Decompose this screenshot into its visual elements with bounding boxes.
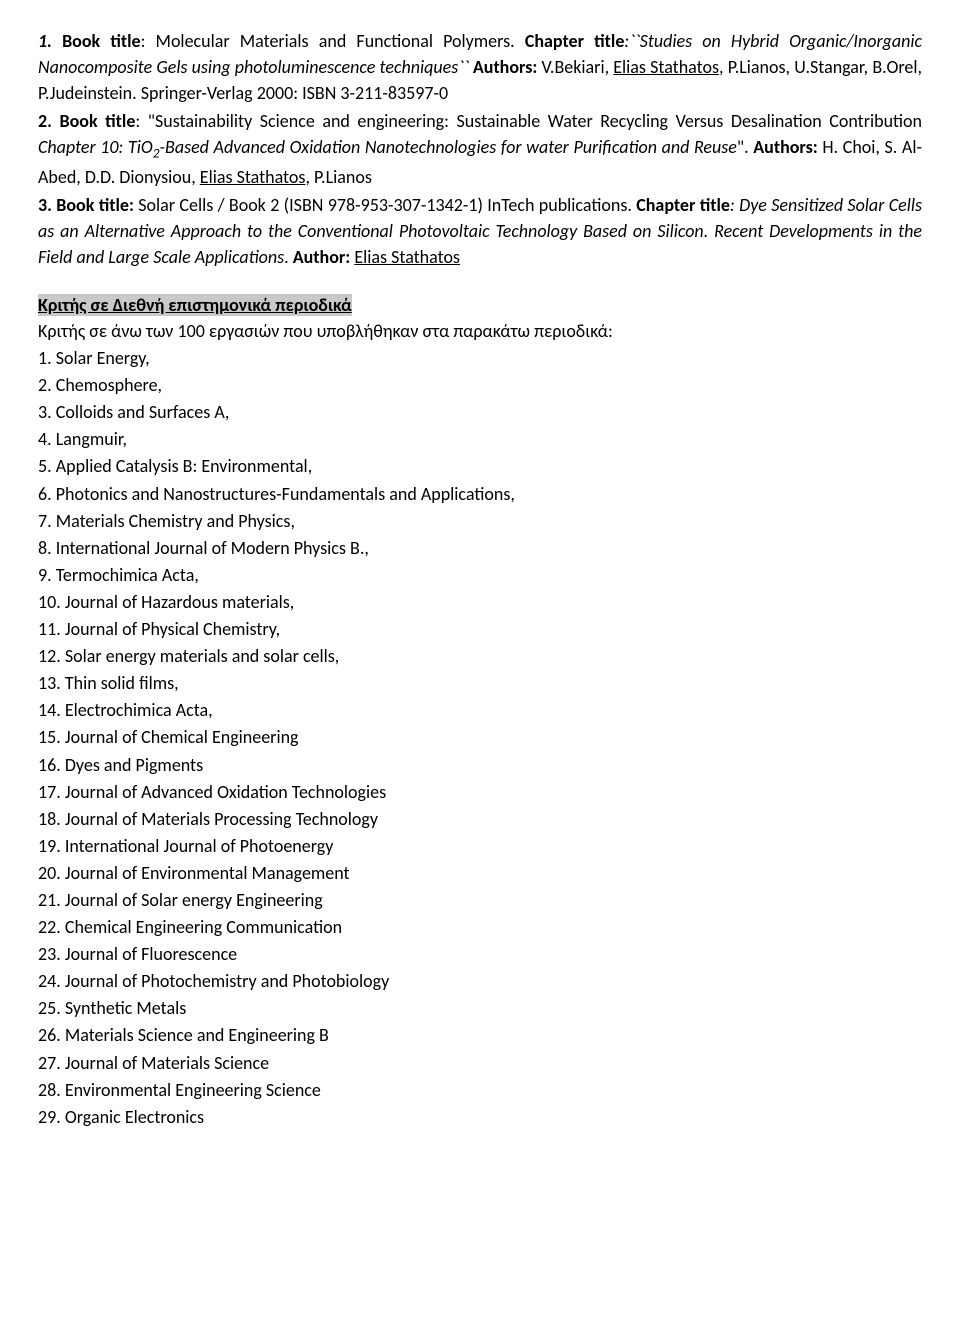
book-title-value: : "Sustainability Science and engineerin… [135,110,922,132]
authors-label: Authors: [473,56,537,78]
book-title-value: : Molecular Materials and Functional Pol… [141,30,525,52]
authors-highlighted: Elias Stathatos [200,166,306,188]
book-entry-2: 2. Book title: "Sustainability Science a… [38,108,922,189]
book-title-value: Solar Cells / Book 2 (ISBN 978-953-307-1… [134,194,636,216]
authors-label: Authors: [753,136,817,158]
plain-sep: . [284,246,293,268]
book-title-label: Book title [60,110,136,132]
book-title-label: Book title [62,30,141,52]
journal-item: 14. Electrochimica Acta, [38,697,922,723]
journal-item: 29. Organic Electronics [38,1104,922,1130]
plain-sep: ". [737,136,753,158]
authors-before: V.Bekiari, [537,56,613,78]
journal-item: 20. Journal of Environmental Management [38,860,922,886]
entry-number: 1. [38,30,52,52]
authors-highlighted: Elias Stathatos [354,246,460,268]
journal-item: 2. Chemosphere, [38,372,922,398]
journal-list: 1. Solar Energy,2. Chemosphere,3. Colloi… [38,345,922,1130]
journal-item: 16. Dyes and Pigments [38,752,922,778]
journal-item: 17. Journal of Advanced Oxidation Techno… [38,779,922,805]
book-title-label: Book title: [56,194,134,216]
authors-after: , P.Lianos [305,166,371,188]
journal-item: 7. Materials Chemistry and Physics, [38,508,922,534]
journal-item: 3. Colloids and Surfaces A, [38,399,922,425]
chapter-title-value-a: Chapter 10: TiO [38,136,153,158]
journal-item: 24. Journal of Photochemistry and Photob… [38,968,922,994]
authors-highlighted: Elias Stathatos [613,56,719,78]
book-entry-1: 1. Book title: Molecular Materials and F… [38,28,922,106]
section-heading: Κριτής σε Διεθνή επιστημονικά περιοδικά [38,294,352,316]
journal-item: 26. Materials Science and Engineering B [38,1022,922,1048]
book-entry-3: 3. Book title: Solar Cells / Book 2 (ISB… [38,192,922,270]
entry-number: 3. [38,194,52,216]
journal-item: 8. International Journal of Modern Physi… [38,535,922,561]
journal-item: 21. Journal of Solar energy Engineering [38,887,922,913]
journal-item: 11. Journal of Physical Chemistry, [38,616,922,642]
journal-item: 15. Journal of Chemical Engineering [38,724,922,750]
journal-item: 6. Photonics and Nanostructures-Fundamen… [38,481,922,507]
chapter-title-label: Chapter title [525,30,625,52]
journal-item: 22. Chemical Engineering Communication [38,914,922,940]
journal-item: 23. Journal of Fluorescence [38,941,922,967]
journal-item: 12. Solar energy materials and solar cel… [38,643,922,669]
journal-item: 19. International Journal of Photoenergy [38,833,922,859]
journal-item: 9. Termochimica Acta, [38,562,922,588]
chapter-title-value-b: -Based Advanced Oxidation Nanotechnologi… [160,136,737,158]
journal-item: 13. Thin solid films, [38,670,922,696]
journal-item: 25. Synthetic Metals [38,995,922,1021]
section-heading-row: Κριτής σε Διεθνή επιστημονικά περιοδικά [38,292,922,318]
journal-item: 10. Journal of Hazardous materials, [38,589,922,615]
authors-label: Author: [293,246,351,268]
journal-item: 28. Environmental Engineering Science [38,1077,922,1103]
section-intro: Κριτής σε άνω των 100 εργασιών που υποβλ… [38,318,922,344]
journal-item: 27. Journal of Materials Science [38,1050,922,1076]
subscript: 2 [153,145,160,162]
chapter-title-label: Chapter title [636,194,730,216]
entry-number: 2. [38,110,52,132]
journal-item: 1. Solar Energy, [38,345,922,371]
journal-item: 18. Journal of Materials Processing Tech… [38,806,922,832]
journal-item: 5. Applied Catalysis B: Environmental, [38,453,922,479]
journal-item: 4. Langmuir, [38,426,922,452]
